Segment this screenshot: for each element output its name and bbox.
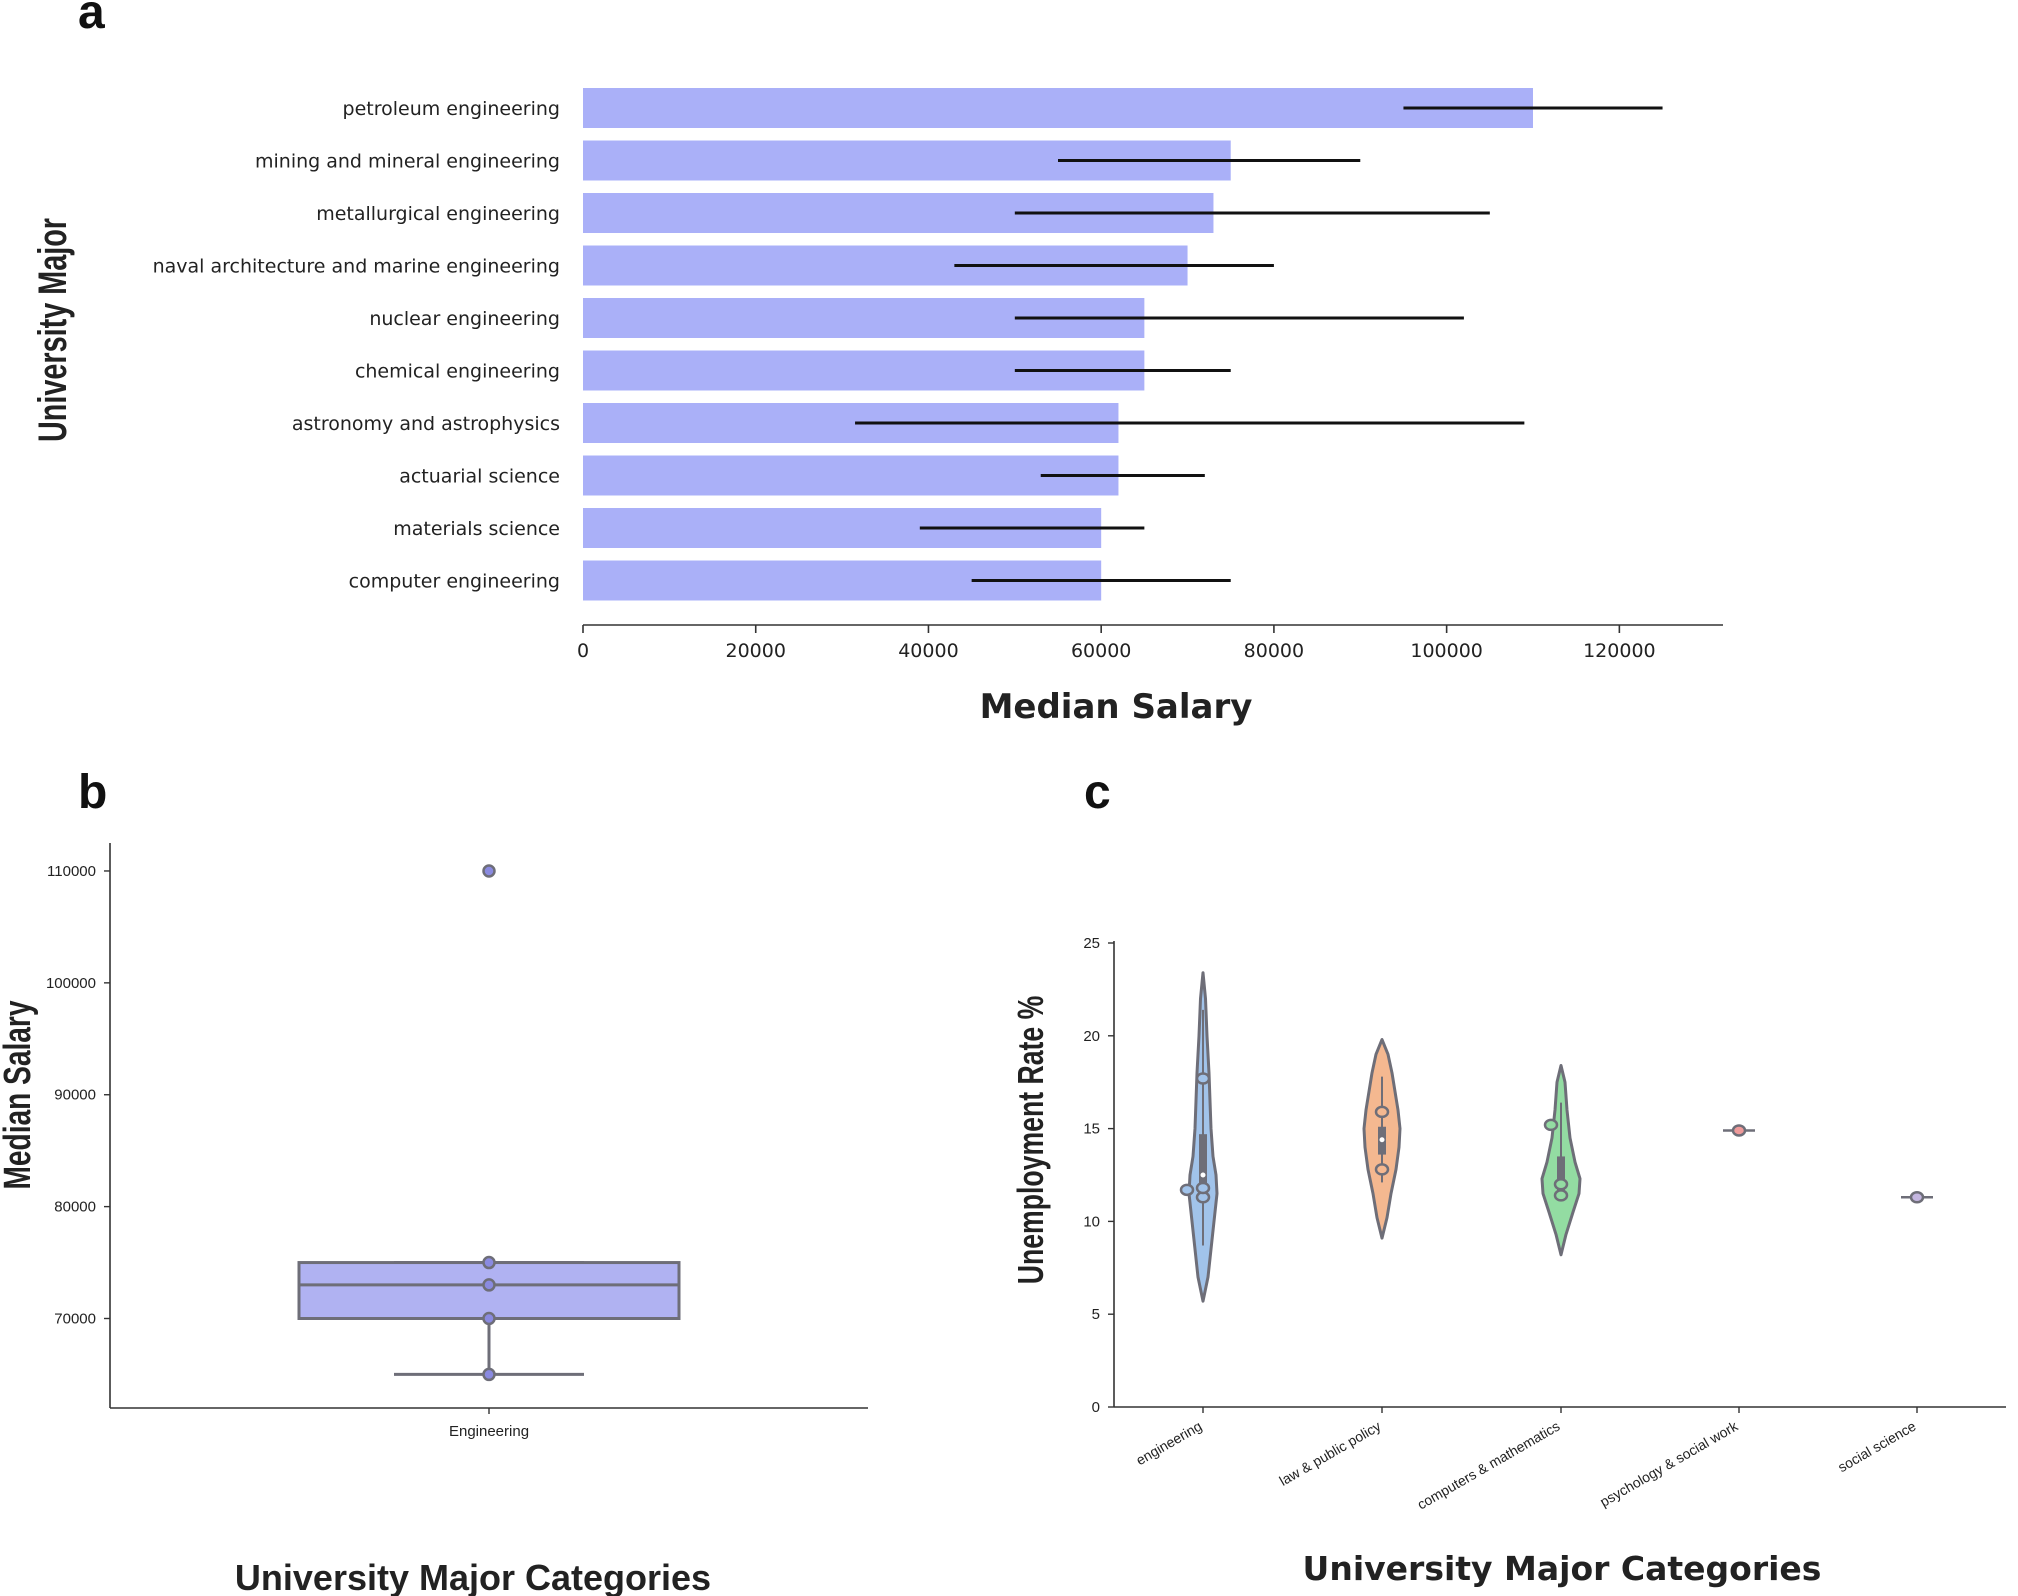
violin-point-0-1 bbox=[1195, 1072, 1211, 1085]
data-point-4 bbox=[482, 1367, 496, 1382]
x-tick-label-0: engineering bbox=[1133, 1418, 1204, 1468]
category-label-2: metallurgical engineering bbox=[316, 203, 560, 225]
panel-c-violins bbox=[1179, 971, 1933, 1303]
category-label-9: computer engineering bbox=[349, 571, 560, 593]
panel-a-y-label: University Major bbox=[30, 218, 75, 442]
x-tick-label-6: 120000 bbox=[1583, 640, 1656, 662]
panel-a-error-bars bbox=[855, 106, 1663, 582]
y-tick-label-3: 15 bbox=[1083, 1121, 1100, 1138]
data-point-2 bbox=[482, 1278, 496, 1292]
violin-2 bbox=[1540, 1064, 1582, 1257]
panel-b-y-label: Median Salary bbox=[0, 1000, 39, 1189]
panel-b-x-ticks: Engineering bbox=[449, 1408, 529, 1440]
violin-iqr-0 bbox=[1199, 1134, 1207, 1188]
panel-a-category-labels: petroleum engineering mining and mineral … bbox=[153, 98, 560, 593]
bar-0 bbox=[583, 88, 1533, 128]
violin-point-2-2 bbox=[1553, 1189, 1569, 1202]
x-tick-label-2: 40000 bbox=[898, 640, 958, 662]
x-tick-label-4: 80000 bbox=[1244, 640, 1304, 662]
category-label-0: petroleum engineering bbox=[343, 98, 560, 120]
violin-point-3-0 bbox=[1731, 1124, 1747, 1137]
panel-c-violin-plot: 0 5 10 15 20 25 engineering law & public polic… bbox=[1010, 935, 2006, 1588]
violin-1 bbox=[1362, 1038, 1402, 1240]
violin-3 bbox=[1723, 1124, 1755, 1137]
panel-b-x-label: University Major Categories bbox=[235, 1557, 711, 1596]
x-tick-label-5: 100000 bbox=[1410, 640, 1483, 662]
violin-median-1 bbox=[1379, 1137, 1385, 1143]
panel-a-bars bbox=[583, 88, 1533, 601]
y-tick-label-2: 90000 bbox=[54, 1087, 96, 1104]
data-point-1 bbox=[482, 1255, 496, 1270]
panel-letter-c: c bbox=[1084, 766, 1111, 819]
panel-c-y-ticks: 0 5 10 15 20 25 bbox=[1083, 935, 1114, 1416]
panel-a-bar-chart: petroleum engineering mining and mineral … bbox=[30, 88, 1723, 727]
violin-point-0-0 bbox=[1179, 1183, 1195, 1197]
x-tick-label-2: computers & mathematics bbox=[1414, 1418, 1562, 1513]
panel-b-points bbox=[482, 864, 496, 1382]
violin-median-0 bbox=[1200, 1172, 1206, 1178]
y-tick-label-1: 80000 bbox=[54, 1199, 96, 1216]
panel-letter-a: a bbox=[78, 0, 105, 39]
panel-a-x-label: Median Salary bbox=[980, 687, 1253, 727]
category-label-1: mining and mineral engineering bbox=[255, 151, 560, 173]
violin-point-2-0 bbox=[1543, 1118, 1559, 1132]
x-tick-label-0: Engineering bbox=[449, 1423, 529, 1440]
bar-7 bbox=[583, 455, 1119, 496]
category-label-5: chemical engineering bbox=[355, 361, 560, 383]
violin-0 bbox=[1179, 971, 1219, 1303]
data-point-3 bbox=[482, 1311, 496, 1326]
violin-4 bbox=[1901, 1191, 1933, 1204]
violin-point-4-0 bbox=[1909, 1191, 1925, 1204]
data-point-0 bbox=[482, 864, 496, 878]
category-label-7: actuarial science bbox=[399, 466, 560, 488]
y-tick-label-4: 20 bbox=[1083, 1028, 1100, 1045]
x-tick-label-3: psychology & social work bbox=[1597, 1417, 1741, 1510]
y-tick-label-1: 5 bbox=[1092, 1306, 1100, 1323]
panel-letter-b: b bbox=[78, 766, 107, 819]
x-tick-label-4: social science bbox=[1835, 1418, 1919, 1476]
y-tick-label-4: 110000 bbox=[47, 863, 96, 880]
category-label-3: naval architecture and marine engineerin… bbox=[153, 256, 560, 278]
panel-b-y-ticks: 70000 80000 90000 100000 110000 bbox=[46, 863, 110, 1327]
y-tick-label-0: 70000 bbox=[54, 1310, 96, 1327]
panel-c-x-label: University Major Categories bbox=[1303, 1549, 1822, 1588]
category-label-4: nuclear engineering bbox=[369, 308, 560, 330]
violin-point-1-1 bbox=[1374, 1163, 1390, 1176]
x-tick-label-1: law & public policy bbox=[1276, 1418, 1383, 1489]
x-tick-label-0: 0 bbox=[577, 640, 589, 662]
category-label-6: astronomy and astrophysics bbox=[292, 413, 560, 435]
panel-c-x-ticks: engineering law & public policy computers … bbox=[1133, 1407, 1919, 1513]
y-tick-label-0: 0 bbox=[1092, 1399, 1100, 1416]
y-tick-label-2: 10 bbox=[1083, 1213, 1100, 1230]
violin-iqr-2 bbox=[1557, 1156, 1565, 1192]
x-tick-label-3: 60000 bbox=[1071, 640, 1131, 662]
violin-point-0-3 bbox=[1195, 1181, 1211, 1195]
panel-a-x-ticks: 0 20000 40000 60000 80000 100000 120000 bbox=[577, 625, 1656, 662]
violin-point-2-1 bbox=[1553, 1178, 1569, 1191]
panel-c-y-label: Unemployment Rate % bbox=[1010, 996, 1051, 1285]
y-tick-label-3: 100000 bbox=[46, 975, 96, 992]
violin-point-1-0 bbox=[1374, 1105, 1390, 1119]
category-label-8: materials science bbox=[393, 518, 560, 540]
x-tick-label-1: 20000 bbox=[726, 640, 786, 662]
y-tick-label-5: 25 bbox=[1083, 935, 1100, 952]
